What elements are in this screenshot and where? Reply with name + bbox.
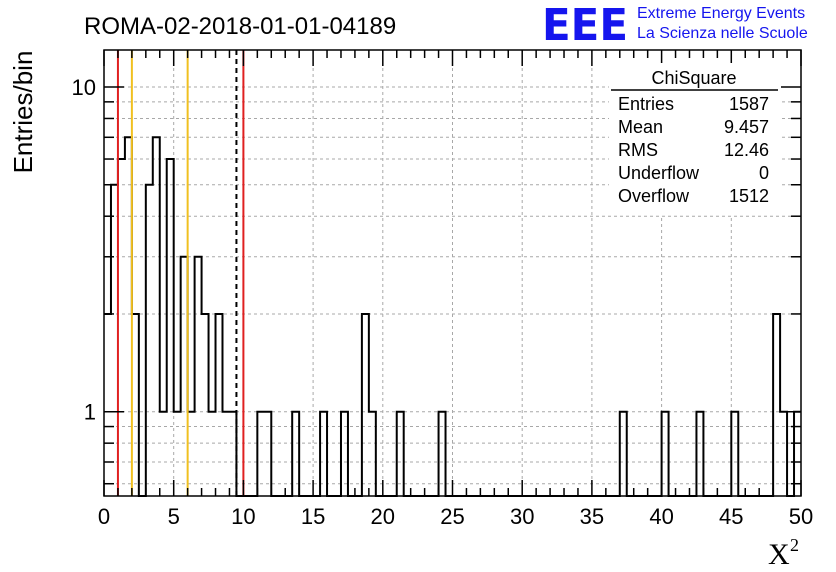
histogram-bin xyxy=(216,314,223,496)
histogram-bin xyxy=(397,412,404,496)
stats-row-label: Underflow xyxy=(618,163,700,183)
histogram-bin xyxy=(257,412,264,496)
histogram-bin xyxy=(320,412,327,496)
histogram-bin xyxy=(160,412,167,496)
histogram-bin xyxy=(132,314,139,496)
stats-row-value: 9.457 xyxy=(724,117,769,137)
y-axis-label: Entries/bin xyxy=(8,51,38,174)
x-axis-label-main: X xyxy=(768,538,790,571)
histogram-bin xyxy=(167,159,174,496)
logo-line1: Extreme Energy Events xyxy=(637,5,805,22)
stats-name: ChiSquare xyxy=(651,68,736,88)
x-tick-label: 35 xyxy=(580,504,604,529)
histogram-bin xyxy=(696,412,703,496)
stats-row-label: RMS xyxy=(618,140,658,160)
x-tick-label: 10 xyxy=(231,504,255,529)
x-axis-label: X 2 xyxy=(768,535,799,571)
stats-box-bg xyxy=(609,63,780,215)
histogram-bin xyxy=(369,412,376,496)
stats-box: ChiSquare Entries 1587 Mean 9.457 RMS 12.46 Un… xyxy=(609,63,780,215)
histogram-bin xyxy=(222,412,229,496)
y-tick-label: 10 xyxy=(72,75,96,100)
stats-row-label: Entries xyxy=(618,94,674,114)
stats-row: Mean 9.457 xyxy=(618,117,769,137)
x-tick-label: 45 xyxy=(719,504,743,529)
logo-mark: EEE xyxy=(542,0,628,51)
x-tick-label: 5 xyxy=(168,504,180,529)
x-tick-label: 25 xyxy=(440,504,464,529)
histogram-bin xyxy=(111,185,118,496)
axes: 0 5 10 15 20 25 30 35 40 45 50 1 10 xyxy=(72,49,813,529)
histogram-bin xyxy=(780,412,787,496)
histogram-bin xyxy=(439,412,446,496)
histogram-bin xyxy=(731,412,738,496)
chart-title: ROMA-02-2018-01-01-04189 xyxy=(84,13,396,40)
x-tick-label: 15 xyxy=(301,504,325,529)
histogram-bin xyxy=(264,412,271,496)
y-tick-label: 1 xyxy=(84,400,96,425)
histogram-bin xyxy=(153,137,160,496)
stats-row-value: 1587 xyxy=(729,94,769,114)
histogram-bin xyxy=(662,412,669,496)
stats-row: Entries 1587 xyxy=(618,94,769,114)
stats-row-value: 0 xyxy=(759,163,769,183)
stats-rows: Entries 1587 Mean 9.457 RMS 12.46 Underflow 0 Ov… xyxy=(618,94,769,206)
histogram-bin xyxy=(341,412,348,496)
stats-row-value: 12.46 xyxy=(724,140,769,160)
histogram-bin xyxy=(195,257,202,496)
x-tick-label: 30 xyxy=(510,504,534,529)
histogram-bin xyxy=(209,412,216,496)
histogram-bin xyxy=(620,412,627,496)
stats-row-label: Overflow xyxy=(618,186,690,206)
histogram-bin xyxy=(125,137,132,496)
histogram-bin xyxy=(146,185,153,496)
stats-row-label: Mean xyxy=(618,117,663,137)
histogram-bin xyxy=(188,412,195,496)
x-tick-label: 20 xyxy=(371,504,395,529)
histogram-bin xyxy=(292,412,299,496)
histogram-bin xyxy=(174,412,181,496)
stats-row: RMS 12.46 xyxy=(618,140,769,160)
logo-line2: La Scienza nelle Scuole xyxy=(637,25,808,42)
x-tick-label: 0 xyxy=(98,504,110,529)
cut-lines xyxy=(116,50,245,496)
histogram-bin xyxy=(118,159,125,496)
x-tick-label: 40 xyxy=(649,504,673,529)
eee-logo: EEE Extreme Energy Events La Scienza nel… xyxy=(542,0,808,51)
x-tick-label: 50 xyxy=(789,504,813,529)
histogram-bin xyxy=(181,257,188,496)
stats-row: Underflow 0 xyxy=(618,163,769,183)
stats-row-value: 1512 xyxy=(729,186,769,206)
histogram-bin xyxy=(362,314,369,496)
histogram-bin xyxy=(202,314,209,496)
histogram-bin xyxy=(773,314,780,496)
stats-row: Overflow 1512 xyxy=(618,186,769,206)
histogram-bin xyxy=(104,314,111,496)
histogram-bin xyxy=(229,412,236,496)
x-axis-label-sup: 2 xyxy=(790,535,799,555)
